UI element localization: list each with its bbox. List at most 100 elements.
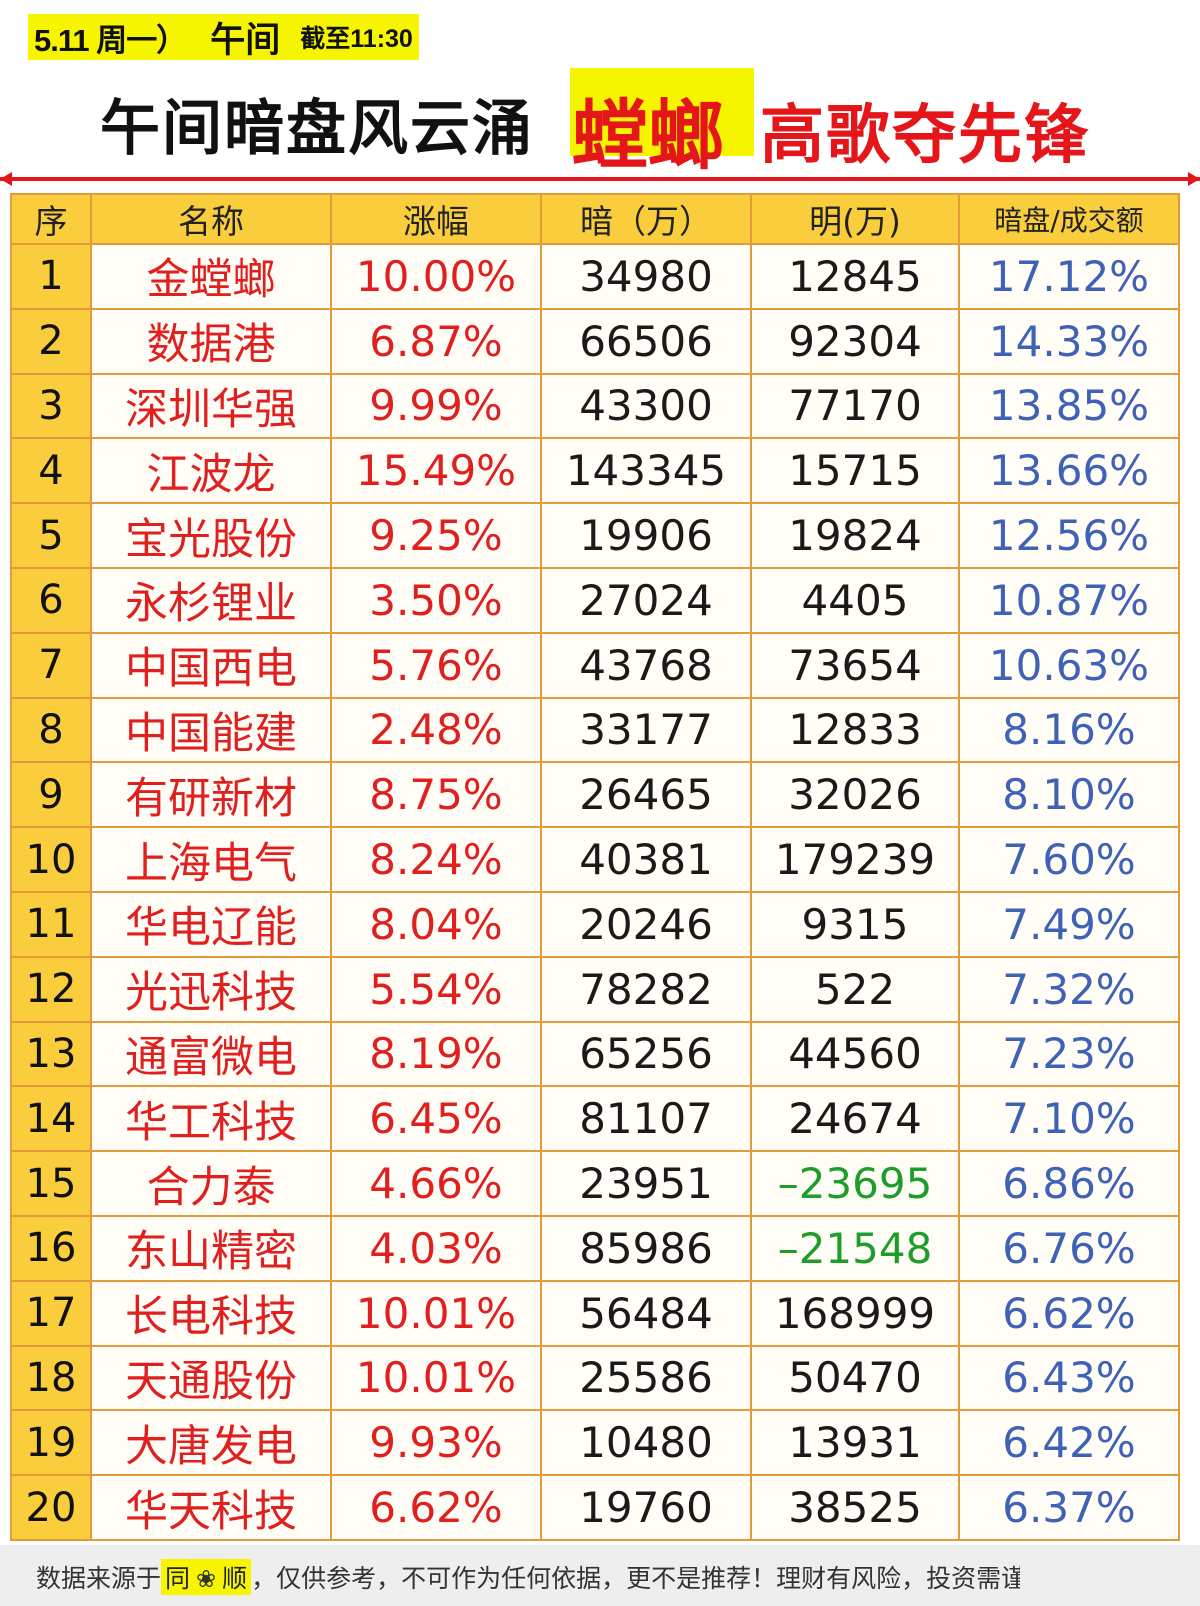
lit-amount: 92304 bbox=[750, 307, 960, 375]
stock-name: 华工科技 bbox=[90, 1085, 332, 1153]
change-percent: 10.01% bbox=[330, 1279, 542, 1347]
dark-pool-ratio: 13.85% bbox=[958, 372, 1180, 440]
row-index: 10 bbox=[10, 826, 92, 893]
dark-pool-amount: 85986 bbox=[540, 1214, 752, 1282]
table-row: 20 华天科技 6.62% 19760 38525 6.37% bbox=[10, 1474, 1180, 1541]
table-row: 18 天通股份 10.01% 25586 50470 6.43% bbox=[10, 1344, 1180, 1412]
table-row: 6 永杉锂业 3.50% 27024 4405 10.87% bbox=[10, 566, 1180, 634]
flower-icon: ❀ bbox=[196, 1565, 217, 1593]
stock-name: 东山精密 bbox=[90, 1214, 332, 1282]
col-header-ratio: 暗盘/成交额 bbox=[958, 193, 1180, 245]
footer-disclaimer: ，仅供参考，不可作为任何依据，更不是推荐！理财有风险，投资需谨慎 bbox=[251, 1564, 1052, 1593]
stock-name: 金螳螂 bbox=[90, 243, 332, 310]
change-percent: 5.54% bbox=[330, 955, 542, 1023]
dark-pool-ratio: 13.66% bbox=[958, 437, 1180, 505]
ranking-table-wrap: 序 名称 涨幅 暗（万） 明(万) 暗盘/成交额 1 金螳螂 10.00% 34980… bbox=[10, 193, 1180, 1541]
dark-pool-amount: 33177 bbox=[540, 696, 752, 764]
stock-name: 永杉锂业 bbox=[90, 566, 332, 634]
table-row: 2 数据港 6.87% 66506 92304 14.33% bbox=[10, 307, 1180, 375]
stock-name: 光迅科技 bbox=[90, 955, 332, 1023]
change-percent: 10.00% bbox=[330, 243, 542, 310]
table-row: 17 长电科技 10.01% 56484 168999 6.62% bbox=[10, 1279, 1180, 1347]
lit-amount: –23695 bbox=[750, 1150, 960, 1217]
stock-name: 上海电气 bbox=[90, 826, 332, 893]
row-index: 13 bbox=[10, 1020, 92, 1088]
dark-pool-ratio: 7.32% bbox=[958, 955, 1180, 1023]
dark-pool-ratio: 7.10% bbox=[958, 1085, 1180, 1153]
dark-pool-amount: 19760 bbox=[540, 1474, 752, 1541]
table-row: 13 通富微电 8.19% 65256 44560 7.23% bbox=[10, 1020, 1180, 1088]
lit-amount: 168999 bbox=[750, 1279, 960, 1347]
row-index: 11 bbox=[10, 890, 92, 958]
lit-amount: 44560 bbox=[750, 1020, 960, 1088]
change-percent: 9.25% bbox=[330, 502, 542, 569]
table-row: 5 宝光股份 9.25% 19906 19824 12.56% bbox=[10, 502, 1180, 569]
dark-pool-ratio: 10.63% bbox=[958, 631, 1180, 699]
lit-amount: 12833 bbox=[750, 696, 960, 764]
red-divider bbox=[0, 172, 1200, 186]
dark-pool-amount: 10480 bbox=[540, 1409, 752, 1477]
dark-pool-ratio: 7.60% bbox=[958, 826, 1180, 893]
table-row: 14 华工科技 6.45% 81107 24674 7.10% bbox=[10, 1085, 1180, 1153]
stock-name: 合力泰 bbox=[90, 1150, 332, 1217]
lit-amount: 179239 bbox=[750, 826, 960, 893]
lit-amount: 12845 bbox=[750, 243, 960, 310]
dark-pool-amount: 27024 bbox=[540, 566, 752, 634]
stock-name: 宝光股份 bbox=[90, 502, 332, 569]
change-percent: 6.62% bbox=[330, 1474, 542, 1541]
dark-pool-amount: 25586 bbox=[540, 1344, 752, 1412]
lit-amount: 19824 bbox=[750, 502, 960, 569]
dark-pool-ratio: 14.33% bbox=[958, 307, 1180, 375]
dark-pool-amount: 43768 bbox=[540, 631, 752, 699]
row-index: 5 bbox=[10, 502, 92, 569]
col-header-name: 名称 bbox=[90, 193, 332, 245]
headline: 午间暗盘风云涌 螳螂 高歌夺先锋 bbox=[0, 68, 1200, 180]
change-percent: 3.50% bbox=[330, 566, 542, 634]
dark-pool-amount: 56484 bbox=[540, 1279, 752, 1347]
row-index: 2 bbox=[10, 307, 92, 375]
change-percent: 5.76% bbox=[330, 631, 542, 699]
change-percent: 8.75% bbox=[330, 761, 542, 829]
dark-pool-ratio: 8.16% bbox=[958, 696, 1180, 764]
dark-pool-amount: 40381 bbox=[540, 826, 752, 893]
table-row: 9 有研新材 8.75% 26465 32026 8.10% bbox=[10, 761, 1180, 829]
dark-pool-amount: 143345 bbox=[540, 437, 752, 505]
table-row: 12 光迅科技 5.54% 78282 522 7.32% bbox=[10, 955, 1180, 1023]
ranking-table: 序 名称 涨幅 暗（万） 明(万) 暗盘/成交额 1 金螳螂 10.00% 34980… bbox=[10, 193, 1180, 1541]
row-index: 12 bbox=[10, 955, 92, 1023]
table-row: 15 合力泰 4.66% 23951 –23695 6.86% bbox=[10, 1150, 1180, 1217]
lit-amount: 9315 bbox=[750, 890, 960, 958]
headline-highlight: 螳螂 bbox=[572, 91, 724, 180]
change-percent: 4.66% bbox=[330, 1150, 542, 1217]
brand-part-b: 顺 bbox=[222, 1564, 248, 1593]
stock-name: 大唐发电 bbox=[90, 1409, 332, 1477]
stock-name: 数据港 bbox=[90, 307, 332, 375]
dark-pool-ratio: 6.62% bbox=[958, 1279, 1180, 1347]
col-header-lit: 明(万) bbox=[750, 193, 960, 245]
table-body: 1 金螳螂 10.00% 34980 12845 17.12% 2 数据港 6.87% 66506… bbox=[10, 243, 1180, 1541]
dark-pool-amount: 43300 bbox=[540, 372, 752, 440]
row-index: 18 bbox=[10, 1344, 92, 1412]
stock-name: 通富微电 bbox=[90, 1020, 332, 1088]
cutoff-label: 截至11:30 bbox=[300, 25, 413, 53]
change-percent: 9.93% bbox=[330, 1409, 542, 1477]
lit-amount: 4405 bbox=[750, 566, 960, 634]
dark-pool-ratio: 6.43% bbox=[958, 1344, 1180, 1412]
dark-pool-ratio: 6.86% bbox=[958, 1150, 1180, 1217]
row-index: 20 bbox=[10, 1474, 92, 1541]
dark-pool-ratio: 6.42% bbox=[958, 1409, 1180, 1477]
dark-pool-ratio: 17.12% bbox=[958, 243, 1180, 310]
table-row: 11 华电辽能 8.04% 20246 9315 7.49% bbox=[10, 890, 1180, 958]
watermark-overlay bbox=[1020, 1559, 1150, 1593]
lit-amount: 522 bbox=[750, 955, 960, 1023]
row-index: 16 bbox=[10, 1214, 92, 1282]
dark-pool-amount: 66506 bbox=[540, 307, 752, 375]
dark-pool-amount: 65256 bbox=[540, 1020, 752, 1088]
row-index: 4 bbox=[10, 437, 92, 505]
change-percent: 6.87% bbox=[330, 307, 542, 375]
table-row: 1 金螳螂 10.00% 34980 12845 17.12% bbox=[10, 243, 1180, 310]
stock-name: 有研新材 bbox=[90, 761, 332, 829]
change-percent: 8.19% bbox=[330, 1020, 542, 1088]
footer: 数据来源于同 ❀ 顺，仅供参考，不可作为任何依据，更不是推荐！理财有风险，投资需谨慎 bbox=[0, 1545, 1200, 1606]
headline-right: 高歌夺先锋 bbox=[760, 98, 1090, 173]
